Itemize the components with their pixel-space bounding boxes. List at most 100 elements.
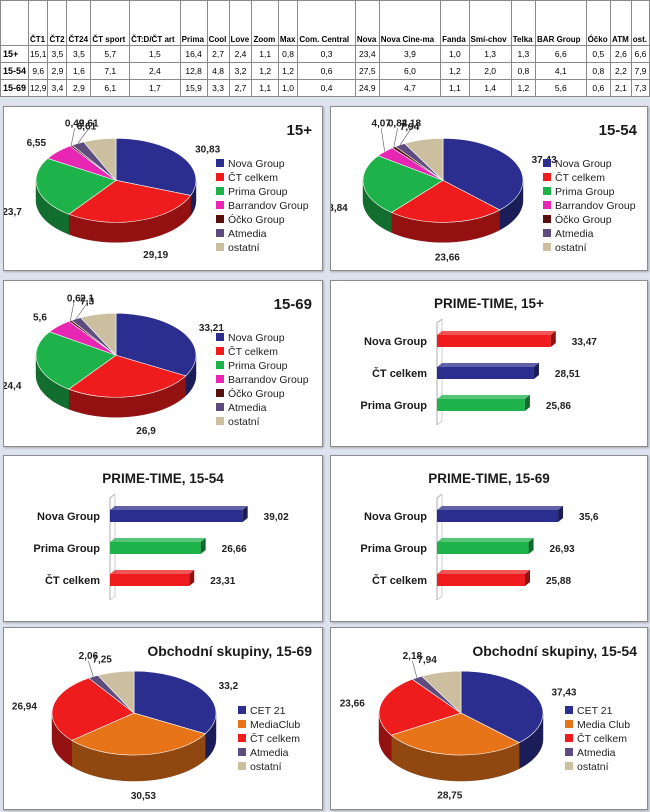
bar-category-label: ČT celkem xyxy=(45,574,100,587)
legend-swatch xyxy=(216,229,224,237)
bar-panel-prime-15-54: PRIME-TIME, 15-54 Nova Group 39,02 Prima Gr… xyxy=(3,455,323,622)
legend-swatch xyxy=(216,389,224,397)
pie-slice xyxy=(80,312,117,357)
bar-front xyxy=(110,574,190,586)
table-cell: 3,5 xyxy=(66,45,92,63)
pie-value-label: 7,94 xyxy=(417,655,437,666)
legend-label: Nova Group xyxy=(555,158,612,170)
table-cell: 6,6 xyxy=(630,45,650,63)
bar-panel-prime-15-69: PRIME-TIME, 15-69 Nova Group 35,6 Prima Gro… xyxy=(330,455,648,622)
legend-label: MediaClub xyxy=(250,719,300,731)
bar xyxy=(437,506,564,522)
pie-labels: 37,43 28,75 23,66 2,187,94 xyxy=(340,651,577,802)
bar xyxy=(437,538,534,554)
legend-swatch xyxy=(543,173,551,181)
pie-value-label: 29,19 xyxy=(143,250,168,261)
table-cell: 15,9 xyxy=(179,79,208,97)
legend-swatch xyxy=(238,734,246,742)
column-header: Com. Central xyxy=(297,0,356,46)
pie-value-label: 2,18 xyxy=(403,651,423,662)
pie-labels: 33,21 26,9 24,4 5,6 0,6 2,17,3 xyxy=(4,293,224,437)
table-cell: 24,9 xyxy=(354,79,380,97)
leader-line xyxy=(75,303,88,320)
pie-value-label: 2,06 xyxy=(79,651,99,662)
legend-label: Media Club xyxy=(577,719,630,731)
table-cell: 2,2 xyxy=(610,62,632,80)
legend-label: CET 21 xyxy=(250,705,286,717)
pie-value-label: 24,4 xyxy=(4,381,22,392)
legend-label: Barrandov Group xyxy=(228,200,309,212)
pie-chart-15-54: 37,4323,6623,844,070,842,187,9415-54Nova… xyxy=(331,118,638,263)
column-header: ČT1 xyxy=(27,0,49,46)
legend-label: Atmedia xyxy=(228,228,267,240)
table-cell: 12,9 xyxy=(27,79,49,97)
leader-line xyxy=(70,128,75,146)
table-cell: 1,1 xyxy=(251,79,279,97)
column-header: Cool xyxy=(206,0,230,46)
table-cell: 2,6 xyxy=(610,45,632,63)
bar-value-label: 35,6 xyxy=(579,512,599,523)
table-cell: 5,7 xyxy=(90,45,131,63)
bar-category-label: Prima Group xyxy=(360,543,427,555)
pie-value-label: 23,84 xyxy=(331,203,348,214)
table-cell: 1,3 xyxy=(510,45,537,63)
pie-slices xyxy=(35,138,197,243)
bar-front xyxy=(437,542,529,554)
bar-category-label: ČT celkem xyxy=(372,367,427,380)
legend-label: Atmedia xyxy=(228,402,267,414)
legend-swatch xyxy=(543,201,551,209)
table-cell: 2,7 xyxy=(206,45,230,63)
table-cell: 1,2 xyxy=(440,62,470,80)
pie-slice xyxy=(71,712,206,756)
pie-panel-15-54: 37,4323,6623,844,070,842,187,9415-54Nova… xyxy=(330,106,648,271)
table-cell: 15,1 xyxy=(27,45,49,63)
row-label: 15-54 xyxy=(0,62,29,80)
legend-label: Prima Group xyxy=(228,360,288,372)
legend-label: ČT celkem xyxy=(228,345,278,358)
bar-chart-prime-15plus: PRIME-TIME, 15+ Nova Group 33,47 ČT celkem 2… xyxy=(360,296,597,426)
pie-slice xyxy=(115,312,197,377)
bar xyxy=(110,506,248,522)
legend-swatch xyxy=(216,187,224,195)
pie-slice xyxy=(133,670,217,735)
pie-value-label: 2,1 xyxy=(80,293,94,304)
pie-value-label: 26,94 xyxy=(12,701,37,712)
legend-label: Prima Group xyxy=(555,186,615,198)
pie-slice xyxy=(35,158,117,215)
pie-chart-15-69: 33,21 26,9 24,4 5,6 0,6 2,17,3 15-69 Nova Group… xyxy=(4,293,312,437)
legend-label: CET 21 xyxy=(577,705,613,717)
pie-value-label: 2,61 xyxy=(79,118,99,129)
table-cell: 1,2 xyxy=(277,62,299,80)
column-header: Nova Cine-ma xyxy=(378,0,442,46)
bar-value-label: 23,31 xyxy=(210,576,235,587)
pie-slice xyxy=(390,180,501,223)
pie-slice xyxy=(51,677,135,741)
legend-label: Barrandov Group xyxy=(228,374,309,386)
column-header: Love xyxy=(228,0,253,46)
pie-chart-15plus: 30,83 29,19 23,7 6,55 0,492,616,61 15+ Nova Gr… xyxy=(4,118,312,261)
pie-value-label: 0,49 xyxy=(65,118,85,129)
pie-value-label: 5,6 xyxy=(33,312,47,323)
table-cell: 1,1 xyxy=(440,79,470,97)
column-header: ATM xyxy=(610,0,632,46)
legend-label: Nova Group xyxy=(228,158,285,170)
pie-chart-business-15-54: 37,43 28,75 23,66 2,187,94 Obchodní skupiny,… xyxy=(340,643,637,802)
legend-swatch xyxy=(543,187,551,195)
table-cell: 2,9 xyxy=(66,79,92,97)
pie-slice xyxy=(460,670,544,744)
pie-value-label: 2,18 xyxy=(402,118,422,129)
pie-slice xyxy=(115,138,197,196)
row-label: 15+ xyxy=(0,45,29,63)
table-cell: 6,0 xyxy=(378,62,442,80)
leader-line xyxy=(412,660,418,678)
table-cell: 2,4 xyxy=(228,45,253,63)
pie-slices xyxy=(362,138,524,243)
legend-label: Atmedia xyxy=(555,228,594,240)
legend-swatch xyxy=(238,762,246,770)
pie-value-label: 23,66 xyxy=(435,252,460,263)
table-header-row: ČT1 ČT2 ČT24 ČT sport ČT:D/ČT art Prima Cool Lo… xyxy=(0,0,650,46)
table-cell: 0,6 xyxy=(585,79,612,97)
legend-swatch xyxy=(565,734,573,742)
